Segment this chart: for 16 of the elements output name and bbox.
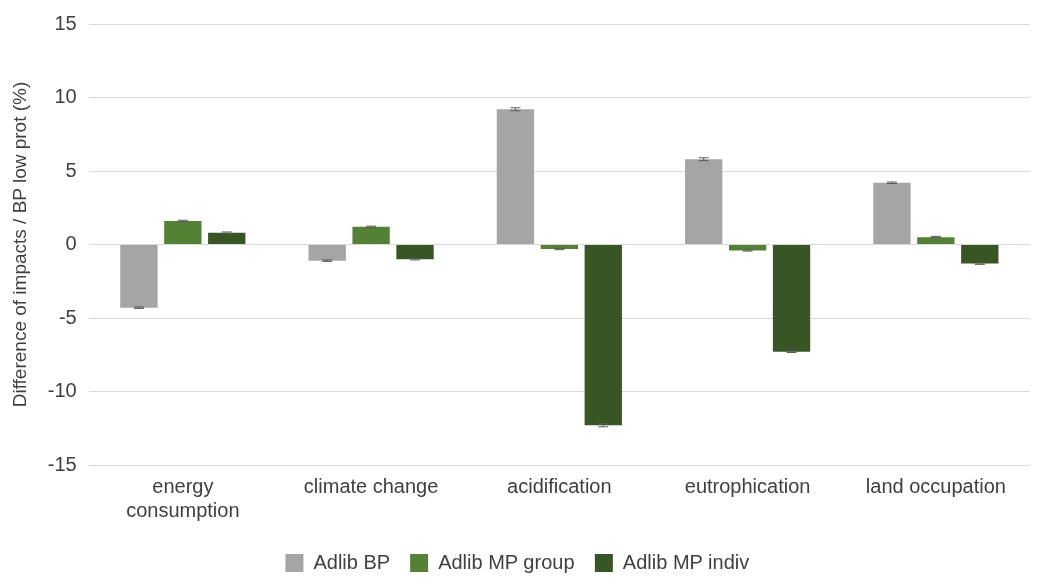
legend-label: Adlib BP <box>313 550 391 573</box>
x-tick-label: acidification <box>507 474 612 497</box>
legend-label: Adlib MP indiv <box>622 550 750 573</box>
y-tick-label: 10 <box>54 85 77 108</box>
y-tick-label: -10 <box>47 379 77 402</box>
x-tick-label: climate change <box>303 474 439 497</box>
y-axis-title: Difference of impacts / BP low prot (%) <box>8 81 30 408</box>
y-tick-label: 5 <box>65 158 77 181</box>
x-tick-label: energy consumption <box>126 474 240 521</box>
legend-label: Adlib MP group <box>438 550 575 573</box>
x-tick-label: land occupation <box>865 474 1006 497</box>
y-tick-label: 15 <box>54 11 77 34</box>
y-tick-label: 0 <box>65 232 77 255</box>
x-tick-label: eutrophication <box>684 474 811 497</box>
y-tick-label: -15 <box>47 452 77 475</box>
y-tick-label: -5 <box>58 305 77 328</box>
